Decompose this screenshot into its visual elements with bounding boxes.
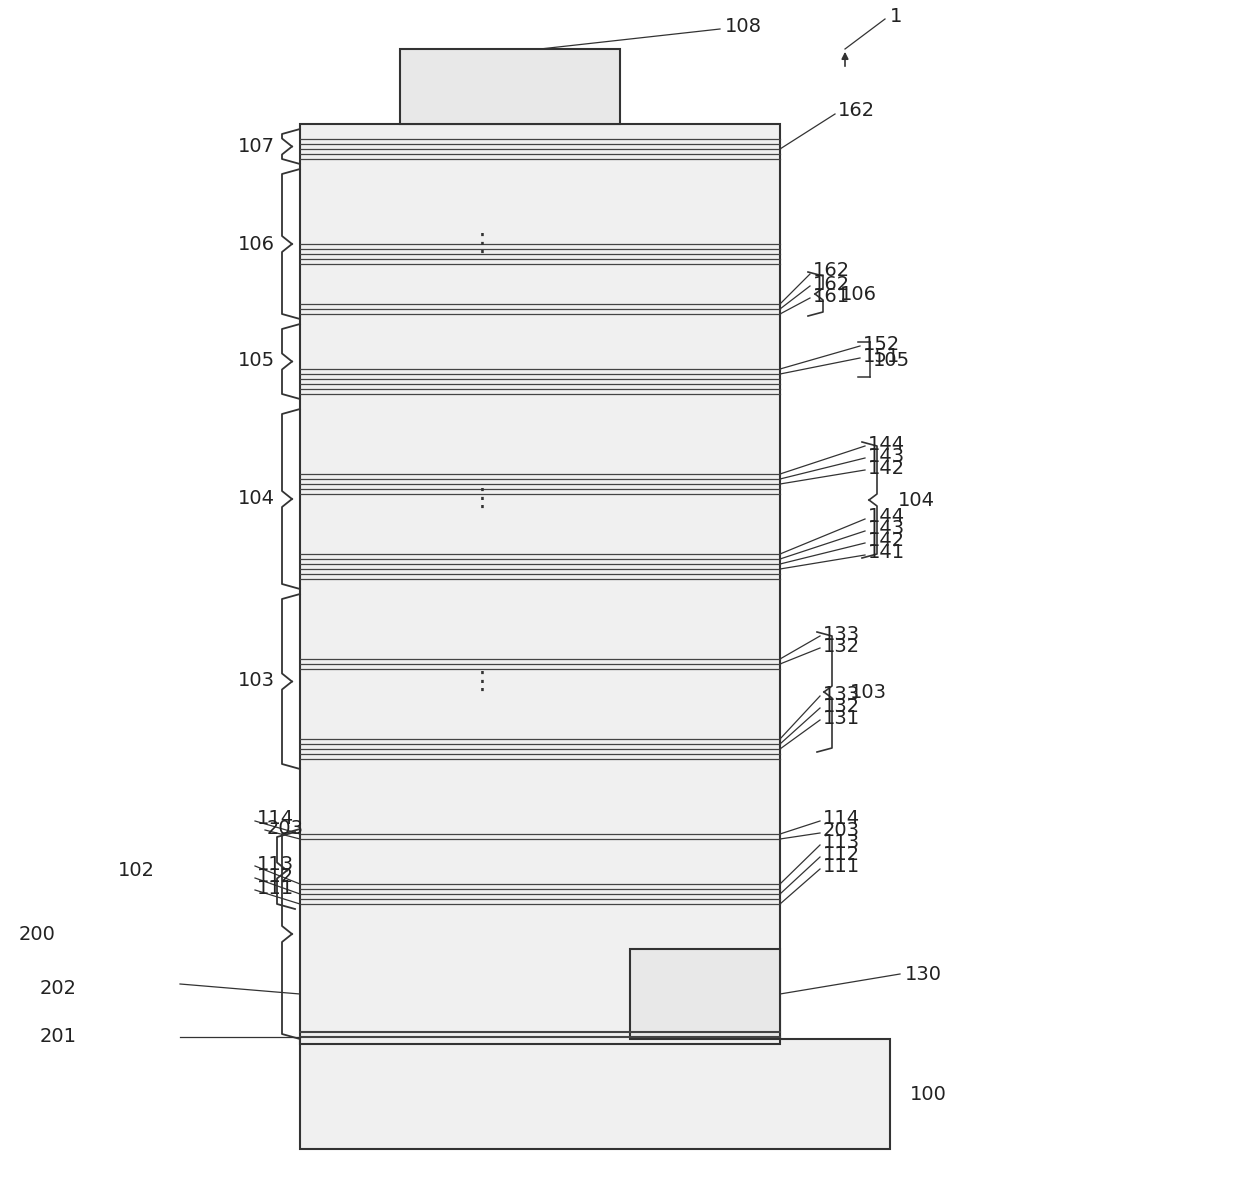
Text: 144: 144 [868, 435, 905, 454]
Text: 200: 200 [19, 925, 55, 944]
Text: 203: 203 [823, 821, 861, 840]
Text: 106: 106 [839, 284, 877, 303]
Text: 141: 141 [868, 543, 905, 562]
Text: 102: 102 [118, 861, 155, 879]
Text: 143: 143 [868, 447, 905, 466]
Text: 202: 202 [40, 980, 77, 998]
Text: ⋮: ⋮ [470, 669, 495, 694]
Text: 130: 130 [905, 964, 942, 984]
Text: 131: 131 [823, 708, 861, 727]
Text: 107: 107 [238, 137, 275, 157]
Text: 103: 103 [849, 683, 887, 702]
Text: 105: 105 [873, 350, 910, 370]
Text: 201: 201 [40, 1027, 77, 1046]
Bar [401, 49, 620, 124]
Text: 133: 133 [823, 685, 861, 703]
Text: 162: 162 [838, 101, 875, 120]
Bar [300, 124, 780, 1044]
Text: 111: 111 [257, 879, 294, 897]
Text: 112: 112 [257, 867, 294, 885]
Text: 100: 100 [910, 1085, 947, 1104]
Text: 203: 203 [267, 819, 304, 838]
Text: 132: 132 [823, 637, 861, 655]
Text: 162: 162 [813, 275, 851, 294]
Text: 114: 114 [257, 809, 294, 828]
Text: ⋮: ⋮ [470, 486, 495, 510]
Text: 133: 133 [823, 625, 861, 643]
Text: 132: 132 [823, 696, 861, 715]
Text: 162: 162 [813, 261, 851, 281]
Text: 105: 105 [238, 352, 275, 371]
Text: 106: 106 [238, 235, 275, 254]
Text: 104: 104 [238, 490, 275, 508]
Text: 144: 144 [868, 508, 905, 526]
Text: 152: 152 [863, 335, 900, 354]
Text: 112: 112 [823, 845, 861, 864]
Text: 143: 143 [868, 519, 905, 538]
Text: 104: 104 [898, 490, 935, 509]
Text: 151: 151 [863, 348, 900, 366]
Text: 161: 161 [813, 287, 851, 306]
Text: 113: 113 [257, 855, 294, 873]
Text: 113: 113 [823, 833, 861, 852]
Text: 103: 103 [238, 672, 275, 691]
Text: 142: 142 [868, 531, 905, 550]
Bar [300, 1039, 890, 1149]
Text: 1: 1 [890, 6, 903, 25]
Text: 114: 114 [823, 809, 861, 828]
Text: ⋮: ⋮ [470, 232, 495, 256]
Text: 142: 142 [868, 459, 905, 478]
Text: 111: 111 [823, 857, 861, 877]
Text: 108: 108 [725, 17, 763, 35]
Bar [630, 949, 780, 1039]
